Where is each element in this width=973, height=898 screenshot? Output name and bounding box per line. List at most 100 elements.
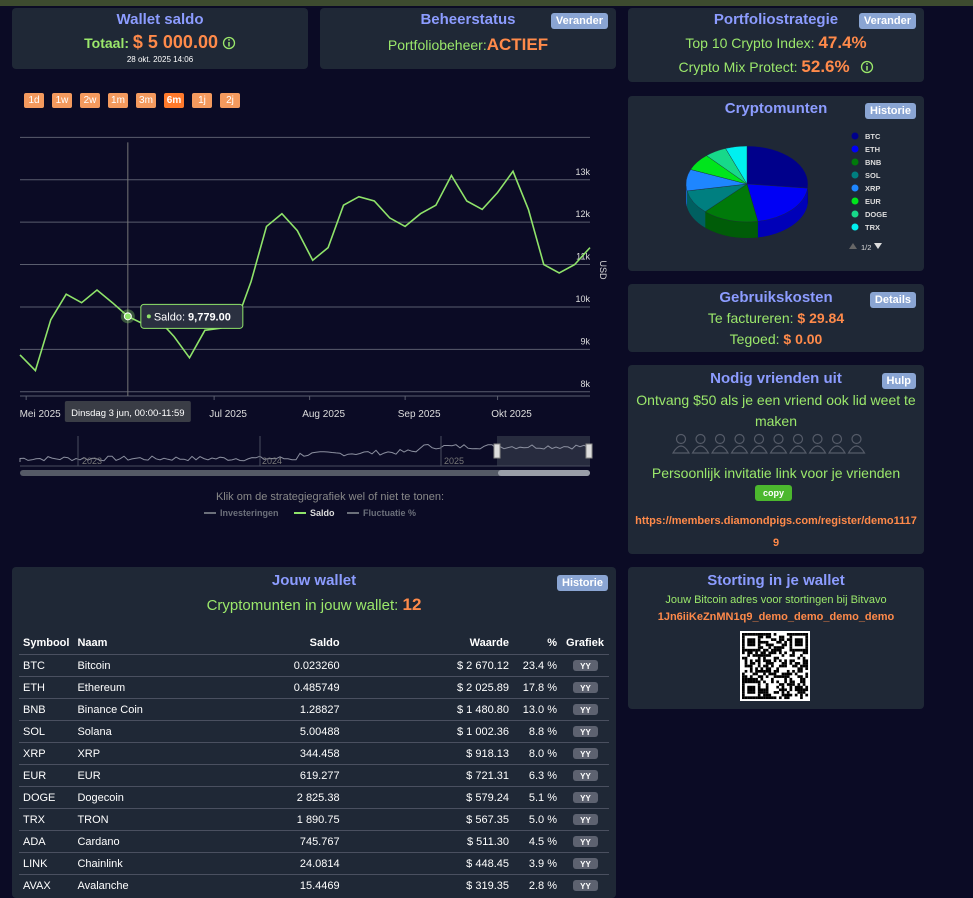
qr-module <box>760 677 764 681</box>
qr-module <box>742 691 745 694</box>
qr-module <box>786 691 790 694</box>
navigator-handle[interactable] <box>585 443 593 459</box>
qr-module <box>797 643 801 647</box>
chart-button[interactable]: ΥΥ <box>572 880 598 892</box>
qr-module <box>765 664 769 668</box>
chart-button[interactable]: ΥΥ <box>572 814 598 826</box>
qr-module <box>757 633 761 636</box>
range-button[interactable]: 1w <box>52 93 72 108</box>
qr-module <box>805 688 809 692</box>
historie-button[interactable]: Historie <box>865 103 916 119</box>
cost-value: $ 29.84 <box>797 310 845 326</box>
qr-module <box>765 648 769 652</box>
details-button[interactable]: Details <box>869 292 916 308</box>
legend-item[interactable]: XRP <box>865 184 880 193</box>
chart-button[interactable]: ΥΥ <box>572 836 598 848</box>
table-cell: Cardano <box>77 835 120 848</box>
strategy-line: Top 10 Crypto Index: 47.4% <box>628 33 924 53</box>
legend-item[interactable]: BNB <box>865 158 882 167</box>
range-button[interactable]: 1m <box>108 93 128 108</box>
qr-module <box>747 643 750 647</box>
historie-button[interactable]: Historie <box>557 575 608 591</box>
table-cell: 344.458 <box>299 747 340 760</box>
qr-module <box>773 656 777 660</box>
scrollbar-thumb[interactable] <box>498 470 590 476</box>
table-cell: 1 890.75 <box>296 813 340 826</box>
qr-module <box>776 685 780 689</box>
info-icon[interactable] <box>222 36 236 50</box>
range-button[interactable]: 3m <box>136 93 156 108</box>
table-cell: $ 579.24 <box>466 791 509 804</box>
chart-button[interactable]: ΥΥ <box>572 792 598 804</box>
hulp-button[interactable]: Hulp <box>881 373 916 389</box>
table-row: XRP XRP 344.458 $ 918.13 8.0 % ΥΥ <box>19 742 609 765</box>
cost-value: $ 0.00 <box>783 331 823 347</box>
top-strip <box>0 0 973 6</box>
chart-button[interactable]: ΥΥ <box>572 858 598 870</box>
chart-button[interactable]: ΥΥ <box>572 748 598 760</box>
table-cell: 5.1 % <box>528 791 557 804</box>
chart-button[interactable]: ΥΥ <box>572 660 598 672</box>
legend-marker <box>851 210 859 218</box>
card-title: Wallet saldo <box>116 11 204 28</box>
verander-button[interactable]: Verander <box>858 13 916 29</box>
qr-module <box>786 696 790 700</box>
person-icon <box>851 433 862 445</box>
table-cell: ΥΥ <box>561 743 609 765</box>
qr-module <box>765 633 769 636</box>
qr-module <box>760 651 764 655</box>
legend-item[interactable]: BTC <box>865 132 881 141</box>
strategy-label: Crypto Mix Protect: <box>678 59 798 75</box>
legend-item[interactable]: ETH <box>865 145 880 154</box>
qr-module <box>763 664 766 668</box>
pager: 1/2 <box>861 243 871 252</box>
pager-down[interactable] <box>874 243 882 249</box>
y-tick-label: 12k <box>575 209 590 219</box>
qr-module <box>757 638 761 641</box>
qr-module <box>763 633 766 636</box>
invite-url[interactable]: https://members.diamondpigs.com/register… <box>635 515 917 549</box>
legend-marker <box>851 132 859 140</box>
info-icon[interactable] <box>860 60 874 74</box>
table-cell: 8.8 % <box>528 725 557 738</box>
legend-item[interactable]: SOL <box>865 171 881 180</box>
qr-module <box>755 633 758 636</box>
qr-module <box>757 643 761 647</box>
qr-module <box>789 640 793 644</box>
legend-item[interactable]: Saldo <box>310 508 335 518</box>
navigator-selection <box>497 436 590 466</box>
pie-slice-side <box>705 211 758 238</box>
legend-item[interactable]: EUR <box>865 197 881 206</box>
qr-module <box>765 667 769 671</box>
qr-module <box>765 669 769 673</box>
qr-module <box>778 648 782 652</box>
qr-module <box>749 659 753 663</box>
chart-button-icon: ΥΥ <box>580 860 591 869</box>
qr-module <box>749 664 753 668</box>
qr-module <box>805 667 809 671</box>
chart-button[interactable]: ΥΥ <box>572 770 598 782</box>
range-button[interactable]: 2w <box>80 93 100 108</box>
chart-button[interactable]: ΥΥ <box>572 682 598 694</box>
table-cell: Avalanche <box>77 879 129 892</box>
chart-button[interactable]: ΥΥ <box>572 704 598 716</box>
chart-button-icon: ΥΥ <box>580 816 591 825</box>
qr-module <box>771 662 774 665</box>
range-button[interactable]: 1d <box>24 93 44 108</box>
verander-button[interactable]: Verander <box>550 13 608 29</box>
legend-item[interactable]: TRX <box>865 223 880 232</box>
range-button[interactable]: 2j <box>220 93 240 108</box>
table-cell: $ 1 002.36 <box>457 725 509 738</box>
chart-button[interactable]: ΥΥ <box>572 726 598 738</box>
qr-module <box>797 675 801 678</box>
range-button[interactable]: 6m <box>164 93 184 108</box>
pie-slice <box>746 183 808 222</box>
legend-item[interactable]: Investeringen <box>220 508 279 518</box>
legend-item[interactable]: Fluctuatie % <box>363 508 416 518</box>
navigator-handle[interactable] <box>493 443 501 459</box>
qr-module <box>778 664 782 668</box>
qr-module <box>744 680 748 684</box>
range-button[interactable]: 1j <box>192 93 212 108</box>
copy-button[interactable]: copy <box>755 485 793 501</box>
legend-item[interactable]: DOGE <box>865 210 887 219</box>
